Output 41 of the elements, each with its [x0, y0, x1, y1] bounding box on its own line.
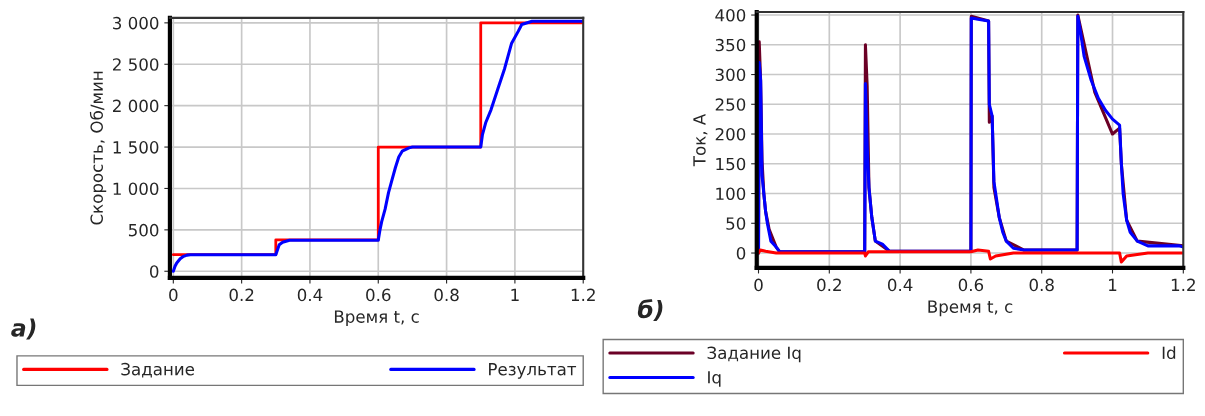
- y-axis-title: Ток, А: [693, 113, 708, 167]
- x-tick-label: 1: [511, 288, 519, 301]
- legend-label: Iq: [708, 371, 721, 387]
- text: б): [637, 299, 663, 322]
- x-tick-label: 1.2: [1171, 278, 1195, 291]
- x-axis-title: Время t, с: [928, 300, 1013, 317]
- y-axis-title: Скорость, Об/мин: [89, 71, 107, 225]
- x-tick-label: 0: [754, 278, 763, 292]
- y-tick-label: 500: [128, 223, 159, 237]
- y-tick-label: 0: [736, 246, 746, 260]
- y-tick-label: 300: [715, 68, 746, 82]
- x-tick-label: 1: [1109, 278, 1117, 291]
- y-tick-label: 250: [715, 98, 746, 111]
- y-tick-label: 2 500: [113, 58, 159, 71]
- x-tick-label: 0: [169, 288, 178, 302]
- legend-label: Результат: [489, 363, 577, 379]
- y-tick-label: 1 500: [113, 141, 159, 154]
- y-tick-label: 400: [715, 9, 746, 22]
- x-tick-label: 0.2: [817, 278, 841, 292]
- x-tick-label: 0.6: [958, 278, 984, 292]
- x-tick-label: 0.6: [366, 288, 391, 302]
- y-tick-label: 0: [149, 265, 159, 278]
- y-tick-label: 2 000: [113, 99, 159, 113]
- legend-label: Задание Iq: [707, 346, 801, 363]
- y-tick-label: 200: [715, 128, 746, 141]
- x-tick-label: 0.8: [434, 288, 459, 302]
- y-tick-label: 1 000: [113, 182, 159, 196]
- legend-label: Id: [1162, 346, 1176, 360]
- x-tick-label: 0.2: [229, 288, 254, 302]
- x-tick-label: 0.4: [887, 278, 913, 292]
- y-tick-label: 3 000: [113, 16, 159, 30]
- x-axis-title: Время t, с: [334, 310, 419, 327]
- text: а): [11, 318, 36, 340]
- y-tick-label: 100: [716, 187, 746, 201]
- y-tick-label: 350: [715, 38, 746, 52]
- y-tick-label: 150: [716, 157, 746, 171]
- x-tick-label: 0.8: [1029, 278, 1054, 292]
- x-tick-label: 1.2: [571, 288, 595, 301]
- legend-label: Задание: [121, 362, 195, 378]
- y-tick-label: 50: [726, 217, 746, 230]
- x-tick-label: 0.4: [297, 288, 323, 302]
